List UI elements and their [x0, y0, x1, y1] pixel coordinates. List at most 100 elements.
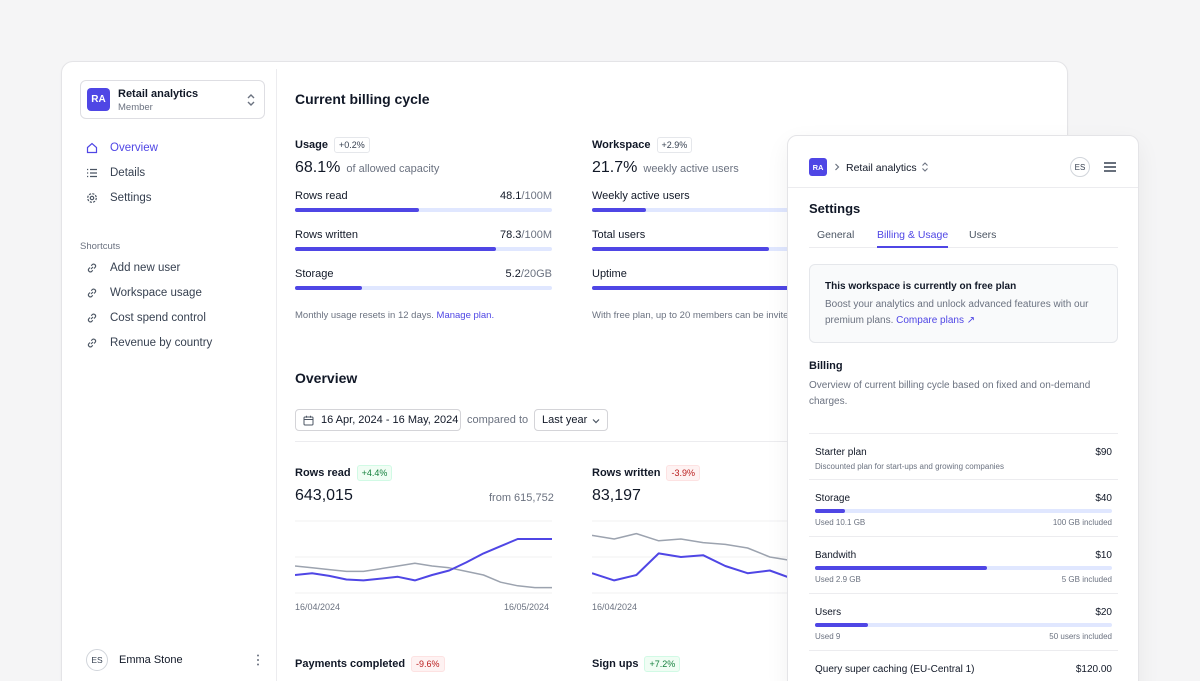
calendar-icon	[303, 415, 314, 425]
shortcut-label: Workspace usage	[110, 286, 202, 299]
card-change-badge: -9.6%	[411, 656, 445, 672]
workspace-note: With free plan, up to 20 members can be …	[592, 310, 794, 321]
shortcut-add-new-user[interactable]: Add new user	[80, 255, 265, 280]
progress-bar	[592, 208, 849, 212]
shortcut-workspace-usage[interactable]: Workspace usage	[80, 280, 265, 305]
card-rows-read-label: Rows read +4.4%	[295, 465, 393, 481]
card-rows-read-value: 643,015	[295, 487, 353, 504]
line-item-name: Query super caching (EU-Central 1)	[815, 664, 975, 675]
tab-billing-usage[interactable]: Billing & Usage	[877, 229, 949, 248]
shortcut-cost-spend-control[interactable]: Cost spend control	[80, 305, 265, 330]
workspace-switcher[interactable]: Retail analytics	[846, 162, 917, 174]
sidebar-nav: Overview Details Settings	[80, 135, 265, 210]
line-item-query-caching: Query super caching (EU-Central 1) $120.…	[809, 650, 1118, 681]
usage-label-text: Usage	[295, 139, 329, 151]
compare-plans-link[interactable]: Compare plans ↗	[896, 315, 975, 326]
billing-description: Overview of current billing cycle based …	[809, 380, 1091, 407]
card-change-badge: +4.4%	[356, 465, 393, 481]
metric-value: 78.3/100M	[500, 229, 552, 241]
progress-bar	[815, 623, 1112, 627]
progress-bar	[295, 208, 552, 212]
comparison-value: Last year	[542, 414, 588, 426]
workspace-switcher[interactable]: RA Retail analytics Member	[80, 80, 265, 119]
line-item-price: $90	[1095, 447, 1112, 458]
line-item-price: $40	[1095, 493, 1112, 504]
line-item-starter-plan: Starter plan $90 Discounted plan for sta…	[809, 433, 1118, 479]
user-menu[interactable]: ES Emma Stone	[86, 649, 261, 671]
series-line-current	[592, 552, 792, 582]
rows-written-chart	[592, 520, 792, 594]
shortcut-revenue-by-country[interactable]: Revenue by country	[80, 330, 265, 355]
hamburger-menu-icon[interactable]	[1104, 162, 1116, 172]
notice-title: This workspace is currently on free plan	[825, 281, 1017, 292]
line-item-name: Starter plan	[815, 447, 867, 458]
manage-plan-link[interactable]: Manage plan.	[436, 310, 495, 321]
usage-label: Usage +0.2%	[295, 137, 370, 153]
sidebar-item-settings[interactable]: Settings	[80, 185, 265, 210]
progress-fill	[815, 623, 869, 627]
metric-total-users: Total users	[592, 229, 849, 259]
progress-fill	[592, 286, 847, 290]
link-icon	[87, 338, 97, 347]
gear-icon	[87, 192, 97, 203]
usage-change-badge: +0.2%	[334, 137, 370, 153]
card-change-badge: +7.2%	[644, 656, 681, 672]
line-item-name: Bandwith	[815, 550, 857, 561]
shortcut-label: Cost spend control	[110, 311, 206, 324]
chevron-down-icon	[592, 419, 600, 424]
card-change-badge: -3.9%	[666, 465, 700, 481]
series-line-comparison	[592, 532, 792, 562]
progress-bar	[815, 566, 1112, 570]
progress-fill	[815, 509, 845, 513]
workspace-badge: RA	[809, 158, 827, 176]
progress-fill	[295, 247, 497, 251]
usage-value-sub: of allowed capacity	[346, 163, 440, 175]
settings-panel: RA Retail analytics ES Settings General …	[787, 135, 1139, 681]
progress-bar	[295, 286, 552, 290]
notice-body: Boost your analytics and unlock advanced…	[825, 297, 1105, 329]
settings-tabs: General Billing & Usage Users	[809, 224, 1118, 248]
line-item-price: $120.00	[1075, 664, 1112, 675]
shortcuts-heading: Shortcuts	[80, 241, 121, 252]
card-label-text: Rows read	[295, 467, 351, 479]
progress-fill	[815, 566, 988, 570]
workspace-value: 21.7% weekly active users	[592, 159, 739, 177]
usage-value-text: 68.1%	[295, 159, 341, 176]
avatar: ES	[86, 649, 108, 671]
workspace-change-badge: +2.9%	[656, 137, 693, 153]
metric-value-num: 78.3	[500, 229, 522, 241]
line-item-price: $20	[1095, 607, 1112, 618]
card-sign-ups-label: Sign ups +7.2%	[592, 656, 681, 672]
progress-bar	[295, 247, 552, 251]
workspace-label: Workspace +2.9%	[592, 137, 693, 153]
progress-fill	[295, 286, 362, 290]
sidebar-item-label: Overview	[110, 141, 158, 154]
tab-general[interactable]: General	[817, 229, 855, 241]
metric-label: Weekly active users	[592, 190, 690, 202]
series-line-comparison	[295, 562, 552, 589]
sidebar-item-label: Settings	[110, 191, 152, 204]
shortcut-label: Revenue by country	[110, 336, 213, 349]
rows-read-chart	[295, 520, 552, 594]
avatar[interactable]: ES	[1070, 157, 1090, 177]
workspace-badge: RA	[87, 88, 110, 111]
more-vertical-icon[interactable]	[255, 653, 261, 667]
usage-value: 68.1% of allowed capacity	[295, 159, 439, 177]
metric-label: Total users	[592, 229, 646, 241]
progress-bar	[592, 286, 849, 290]
comparison-select[interactable]: Last year	[534, 409, 608, 431]
date-range-text: 16 Apr, 2024 - 16 May, 2024	[321, 414, 459, 426]
card-label-text: Rows written	[592, 467, 661, 479]
line-item-price: $10	[1095, 550, 1112, 561]
sidebar-item-overview[interactable]: Overview	[80, 135, 265, 160]
chevron-up-down-icon[interactable]	[921, 161, 929, 173]
tab-users[interactable]: Users	[969, 229, 997, 241]
link-icon	[87, 288, 97, 297]
card-label-text: Sign ups	[592, 658, 639, 670]
chevron-right-icon	[835, 163, 840, 171]
billing-title: Billing	[809, 360, 843, 372]
metric-uptime: Uptime	[592, 268, 849, 298]
sidebar-item-details[interactable]: Details	[80, 160, 265, 185]
date-range-picker[interactable]: 16 Apr, 2024 - 16 May, 2024	[295, 409, 461, 431]
metric-limit: /20GB	[520, 268, 552, 280]
